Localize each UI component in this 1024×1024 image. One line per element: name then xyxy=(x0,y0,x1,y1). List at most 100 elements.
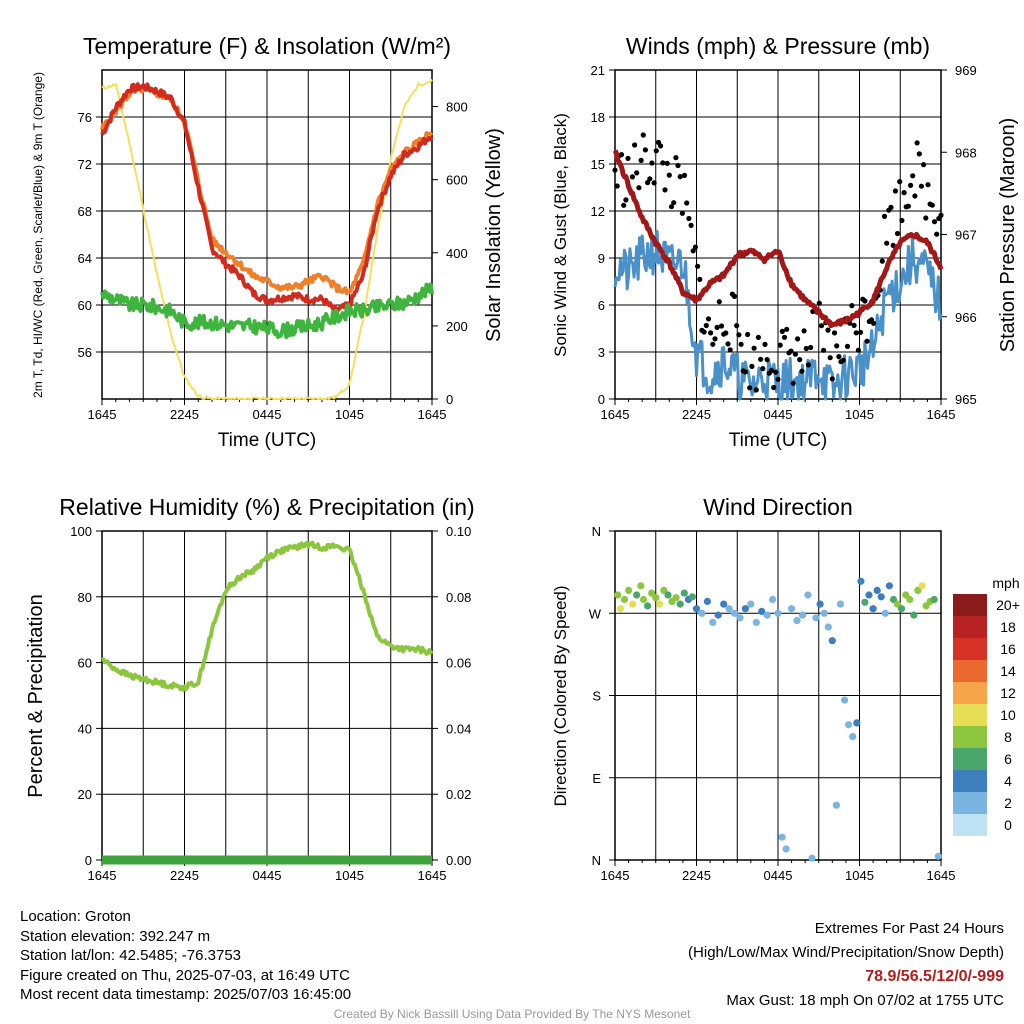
direction-point xyxy=(788,605,796,613)
x-tick-label: 1645 xyxy=(88,868,117,883)
gust-point xyxy=(853,330,859,336)
gust-point xyxy=(905,203,912,209)
x-tick-label: 0445 xyxy=(764,407,793,422)
gust-point xyxy=(675,162,681,169)
gust-point xyxy=(892,188,899,194)
colorbar-swatch xyxy=(953,726,987,748)
gust-point xyxy=(621,202,627,208)
colorbar-label: 0 xyxy=(1004,817,1012,833)
direction-point xyxy=(816,600,824,608)
y-tick-label: 6 xyxy=(598,298,605,313)
gust-point xyxy=(797,357,803,363)
gust-point xyxy=(738,341,744,347)
x-tick-label: 1645 xyxy=(601,868,630,883)
gust-point xyxy=(816,300,822,306)
direction-point xyxy=(828,637,836,645)
direction-point xyxy=(758,607,766,616)
figure-created: Figure created on Thu, 2025-07-03, at 16… xyxy=(20,966,350,984)
direction-point xyxy=(672,594,680,602)
gust-point xyxy=(851,322,857,328)
gust-point xyxy=(897,179,903,185)
gust-point xyxy=(758,356,764,362)
gust-point xyxy=(855,347,862,353)
direction-point xyxy=(873,586,881,595)
recent-data-timestamp: Most recent data timestamp: 2025/07/03 1… xyxy=(20,986,352,1003)
gust-point xyxy=(803,345,809,352)
gust-point xyxy=(666,172,672,178)
colorbar-swatch xyxy=(953,594,987,616)
gust-point xyxy=(749,363,755,369)
x-tick-label: 0445 xyxy=(253,407,282,422)
gust-point xyxy=(651,180,657,186)
gust-point xyxy=(910,173,916,179)
direction-point xyxy=(633,591,641,599)
gust-point xyxy=(736,332,742,338)
panel-1 xyxy=(101,69,433,405)
x-tick-label: 1045 xyxy=(845,407,874,422)
y-tick-label: 15 xyxy=(591,157,605,172)
panel-2 xyxy=(614,69,942,405)
gust-point xyxy=(692,244,699,250)
y-tick-label: 80 xyxy=(78,590,92,605)
gust-point xyxy=(712,336,718,342)
gust-point xyxy=(727,347,733,353)
y-right-tick-label: 969 xyxy=(955,63,977,78)
gust-point xyxy=(899,217,905,224)
colorbar-swatch xyxy=(953,704,987,726)
direction-label: N xyxy=(592,853,601,868)
direction-point xyxy=(857,577,865,585)
direction-point xyxy=(885,582,894,590)
direction-point xyxy=(644,602,652,610)
x-tick-label: 1045 xyxy=(335,407,364,422)
y-tick-label: 9 xyxy=(598,251,605,266)
gust-point xyxy=(697,276,703,282)
gust-point xyxy=(881,213,888,219)
y-right-tick-label: 968 xyxy=(955,145,977,160)
extremes-panel: Extremes For Past 24 Hours (High/Low/Max… xyxy=(688,917,1004,1013)
gust-point xyxy=(831,330,838,336)
y-right-tick-label: 967 xyxy=(955,228,977,243)
temp-2m-line xyxy=(100,82,434,313)
x-tick-label: 1645 xyxy=(418,407,447,422)
direction-point xyxy=(747,600,755,608)
direction-point xyxy=(934,852,942,860)
y-tick-label: 76 xyxy=(78,110,92,125)
y-tick-label: 56 xyxy=(78,345,92,360)
gust-point xyxy=(818,323,825,329)
x-tick-label: 1645 xyxy=(88,407,117,422)
gust-point xyxy=(612,167,618,173)
colorbar-swatch xyxy=(953,770,987,792)
x-tick-label: 0445 xyxy=(253,868,282,883)
panel-3 xyxy=(101,530,433,866)
colorbar-swatch xyxy=(953,616,987,638)
y-tick-label: 100 xyxy=(70,524,92,539)
chart-title: Temperature (F) & Insolation (W/m²) xyxy=(83,33,451,59)
gust-point xyxy=(618,152,625,158)
y-right-tick-label: 0.02 xyxy=(446,787,471,802)
gust-point xyxy=(640,132,646,138)
colorbar-swatch xyxy=(953,660,987,682)
gust-point xyxy=(775,376,781,382)
direction-point xyxy=(849,733,857,741)
gust-point xyxy=(714,324,720,330)
direction-point xyxy=(736,614,744,622)
y-right-tick-label: 800 xyxy=(446,100,468,115)
gust-point xyxy=(703,322,709,329)
gust-point xyxy=(662,187,668,193)
direction-point xyxy=(769,595,777,604)
y-tick-label: 0 xyxy=(598,392,605,407)
x-tick-label: 2245 xyxy=(170,868,199,883)
x-tick-label: 1645 xyxy=(927,868,956,883)
gust-point xyxy=(671,200,677,206)
gust-point xyxy=(923,215,929,221)
x-axis-label: Time (UTC) xyxy=(218,430,317,451)
direction-point xyxy=(853,719,861,727)
x-tick-label: 1645 xyxy=(927,407,956,422)
gust-point xyxy=(788,348,794,354)
colorbar-label: 4 xyxy=(1004,773,1012,789)
gust-point xyxy=(918,183,925,189)
y-right-tick-label: 0.00 xyxy=(446,853,471,868)
direction-point xyxy=(782,845,790,853)
y-axis-label: 2m T, Td, HI/WC (Red, Green, Scarlet/Blu… xyxy=(31,72,45,398)
direction-point xyxy=(703,597,712,606)
